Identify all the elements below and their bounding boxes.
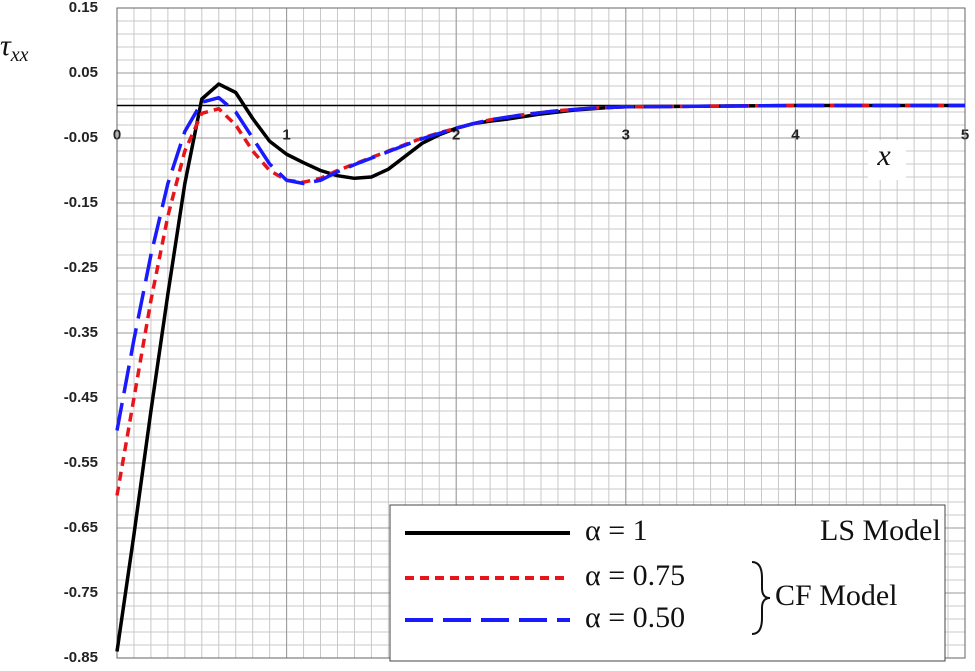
y-tick-label: 0.15 <box>69 0 98 16</box>
y-tick-label: -0.45 <box>64 389 98 406</box>
x-tick-label: 2 <box>452 126 460 143</box>
y-tick-label: -0.65 <box>64 519 98 536</box>
x-axis-label: x <box>876 139 891 172</box>
y-tick-label: 0.05 <box>69 64 98 81</box>
x-tick-label: 3 <box>622 126 630 143</box>
legend-label: α = 0.50 <box>585 601 685 634</box>
legend-label: α = 1 <box>585 514 648 547</box>
y-tick-label: -0.55 <box>64 454 98 471</box>
y-tick-label: -0.05 <box>64 129 98 146</box>
y-label-sub: xx <box>10 44 29 66</box>
x-label-bg <box>868 140 906 180</box>
x-tick-label: 4 <box>791 126 800 143</box>
y-tick-label: -0.25 <box>64 259 98 276</box>
annotation: CF Model <box>775 579 898 612</box>
annotation: LS Model <box>820 514 941 547</box>
y-axis-label: τxx <box>0 29 29 66</box>
y-tick-label: -0.75 <box>64 584 98 601</box>
series-line <box>115 95 965 431</box>
y-tick-label: -0.85 <box>64 649 98 666</box>
y-label-main: τ <box>0 29 12 62</box>
y-tick-label: -0.35 <box>64 324 98 341</box>
x-tick-label: 1 <box>282 126 290 143</box>
brace <box>751 561 771 635</box>
legend-label: α = 0.75 <box>585 559 685 592</box>
y-tick-label: -0.15 <box>64 194 98 211</box>
